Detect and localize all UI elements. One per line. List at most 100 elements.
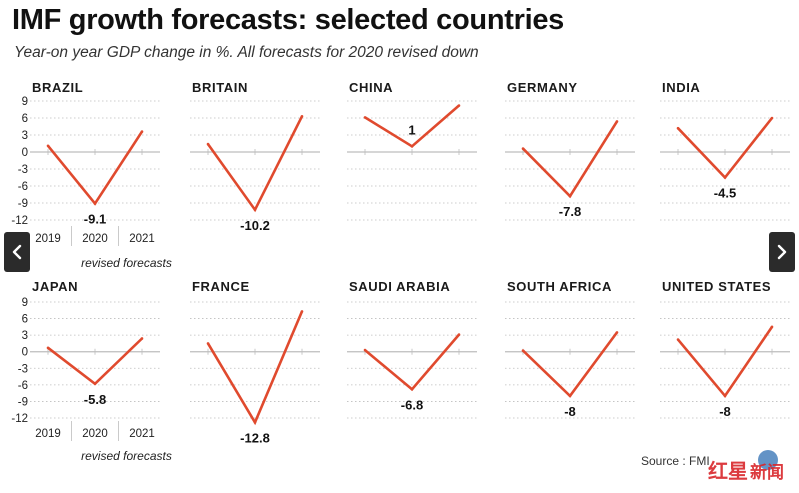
data-point — [723, 394, 727, 398]
y-tick-label: 3 — [22, 330, 28, 342]
value-label-2020: -6.8 — [401, 397, 423, 412]
data-point — [410, 145, 414, 148]
y-tick-label: -3 — [18, 363, 28, 375]
panel-saudi-arabia: SAUDI ARABIA -6.8 — [347, 279, 477, 419]
data-point — [521, 147, 525, 150]
data-point — [300, 115, 304, 118]
data-point — [676, 338, 680, 341]
value-label-2020: -8 — [564, 404, 576, 419]
series-line — [677, 117, 774, 180]
panel-south-africa: SOUTH AFRICA -8 — [505, 279, 635, 419]
country-label: UNITED STATES — [662, 279, 771, 294]
y-tick-label: 0 — [22, 147, 28, 159]
series-line — [677, 326, 774, 399]
panel-france: FRANCE -12.8 — [190, 279, 320, 445]
data-point — [457, 104, 461, 107]
watermark-logo: 红星 新闻 — [708, 450, 784, 483]
y-tick-label: -3 — [18, 164, 28, 176]
x-tick-label: 2019 — [35, 233, 61, 245]
country-label: JAPAN — [32, 279, 78, 294]
y-tick-label: 3 — [22, 130, 28, 142]
data-point — [723, 176, 727, 179]
x-tick-label: 2021 — [129, 428, 155, 440]
series-line — [364, 333, 460, 392]
panel-japan: JAPAN 9 6 3 0 -3 -6 -9 -12 2019 2020 2021 revised fo… — [11, 279, 171, 463]
value-label-2020: -8 — [719, 404, 731, 419]
panel-india: INDIA -4.5 — [660, 80, 790, 221]
country-label: CHINA — [349, 80, 393, 95]
data-point — [46, 144, 50, 148]
panel-united-states: UNITED STATES -8 — [660, 279, 790, 419]
value-label-2020: -5.8 — [84, 392, 106, 407]
y-tick-label: 9 — [22, 297, 28, 309]
country-label: INDIA — [662, 80, 700, 95]
country-label: BRITAIN — [192, 80, 248, 95]
chevron-right-icon — [777, 244, 787, 260]
data-point — [206, 342, 210, 345]
next-button[interactable] — [769, 232, 795, 272]
series-line — [46, 130, 144, 206]
series-line — [522, 331, 619, 398]
data-point — [140, 130, 144, 133]
chart-subtitle: Year-on year GDP change in %. All foreca… — [14, 44, 479, 61]
value-label-2020: -10.2 — [240, 218, 270, 233]
data-point — [457, 333, 461, 336]
country-label: SOUTH AFRICA — [507, 279, 612, 294]
data-point — [140, 337, 144, 340]
value-label-2020: 1 — [408, 122, 415, 137]
chevron-left-icon — [12, 244, 22, 260]
y-tick-label: 0 — [22, 347, 28, 359]
revised-forecasts-caption: revised forecasts — [81, 256, 172, 270]
source-note: Source : FMI — [641, 454, 710, 468]
data-point — [568, 394, 572, 398]
data-point — [363, 116, 367, 119]
x-tick-label: 2020 — [82, 428, 108, 440]
data-point — [615, 331, 619, 334]
data-point — [206, 142, 210, 146]
country-label: SAUDI ARABIA — [349, 279, 450, 294]
y-tick-label: 6 — [22, 314, 28, 326]
y-tick-label: -6 — [18, 380, 28, 392]
panel-germany: GERMANY -7.8 — [505, 80, 635, 221]
data-point — [93, 202, 97, 205]
data-point — [770, 116, 774, 120]
x-tick-label: 2020 — [82, 233, 108, 245]
chart-title: IMF growth forecasts: selected countries — [12, 4, 565, 36]
panel-britain: BRITAIN -10.2 — [190, 80, 320, 233]
y-tick-label: -12 — [11, 413, 28, 425]
series-line — [206, 115, 304, 213]
country-label: FRANCE — [192, 279, 250, 294]
data-point — [363, 348, 367, 352]
x-tick-label: 2021 — [129, 233, 155, 245]
y-tick-label: -9 — [18, 198, 28, 210]
data-point — [46, 346, 50, 350]
y-tick-label: 6 — [22, 113, 28, 125]
country-label: BRAZIL — [32, 80, 83, 95]
value-label-2020: -12.8 — [240, 430, 270, 445]
data-point — [300, 310, 304, 313]
revised-forecasts-caption: revised forecasts — [81, 449, 172, 463]
series-line — [522, 120, 619, 199]
y-tick-label: -6 — [18, 181, 28, 193]
data-point — [253, 208, 257, 212]
data-point — [521, 349, 525, 352]
data-point — [568, 194, 572, 198]
svg-text:新闻: 新闻 — [750, 462, 784, 483]
data-point — [770, 325, 774, 329]
svg-text:红星: 红星 — [708, 459, 748, 483]
value-label-2020: -4.5 — [714, 186, 736, 201]
country-label: GERMANY — [507, 80, 578, 95]
data-point — [93, 382, 97, 386]
y-tick-label: 9 — [22, 96, 28, 108]
value-label-2020: -9.1 — [84, 212, 106, 227]
y-tick-label: -12 — [11, 215, 28, 227]
previous-button[interactable] — [4, 232, 30, 272]
data-point — [615, 120, 619, 123]
data-point — [676, 126, 680, 130]
value-label-2020: -7.8 — [559, 204, 581, 219]
panel-brazil: BRAZIL 9 6 3 0 -3 -6 -9 -12 2019 2020 2021 revised f… — [11, 80, 171, 270]
y-tick-label: -9 — [18, 396, 28, 408]
x-tick-label: 2019 — [35, 428, 61, 440]
data-point — [410, 387, 414, 391]
